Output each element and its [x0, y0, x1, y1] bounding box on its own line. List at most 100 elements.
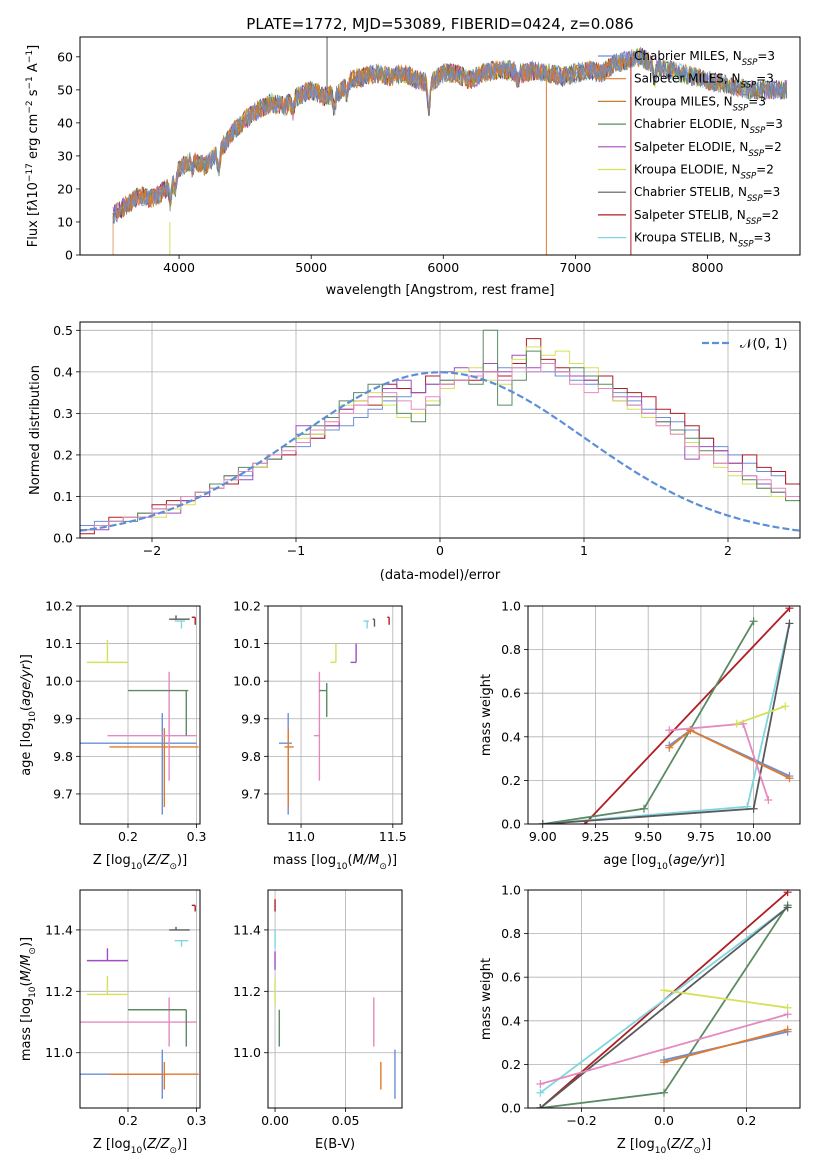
- y-axis-label: mass weight: [479, 674, 494, 756]
- y-axis-label: Normed distribution: [28, 365, 43, 495]
- y-tick-label: 9.9: [53, 711, 73, 726]
- age_vs_Z-panel: 0.2 0.3 9.7 9.8 9.9 10.0 10.1 10.2 Z [log10(Z/Z⊙…: [19, 599, 207, 873]
- errorbar-point: [313, 671, 321, 781]
- weight-marker: [660, 986, 668, 995]
- legend-item: Salpeter ELODIE, NSSP=2: [598, 140, 782, 159]
- errorbar-point: [128, 1009, 187, 1047]
- x-tick-label: 9.00: [529, 829, 557, 844]
- legend-label: Chabrier MILES, NSSP=3: [634, 49, 775, 68]
- errorbar-point: [86, 975, 128, 996]
- weight-series: [660, 986, 792, 1012]
- legend-item: Chabrier ELODIE, NSSP=3: [598, 117, 783, 136]
- y-tick-label: 9.8: [53, 749, 73, 764]
- x-tick-label: 1: [580, 543, 588, 558]
- x-tick-label: 0.3: [187, 829, 207, 844]
- y-tick-label: 0.4: [501, 1013, 521, 1028]
- errorbar-point: [284, 728, 294, 808]
- y-tick-label: 11.2: [233, 984, 261, 999]
- x-tick-label: 9.25: [582, 829, 610, 844]
- x-tick-label: 0.3: [187, 1113, 207, 1128]
- legend: 𝒩(0, 1): [702, 337, 787, 352]
- x-tick-label: 8000: [692, 260, 724, 275]
- y-tick-label: 0.2: [53, 447, 73, 462]
- errorbar-point: [80, 997, 197, 1047]
- y-tick-label: 40: [57, 115, 73, 130]
- x-axis-label: E(B-V): [315, 1137, 355, 1152]
- errorbar-point: [80, 713, 197, 815]
- y-tick-label: 0.8: [501, 926, 521, 941]
- x-tick-label: 4000: [163, 260, 195, 275]
- x-tick-label: 0: [436, 543, 444, 558]
- y-tick-label: 0.4: [501, 729, 521, 744]
- x-tick-label: −0.2: [566, 1113, 596, 1128]
- x-tick-label: 9.50: [634, 829, 662, 844]
- y-tick-label: 60: [57, 49, 73, 64]
- x-axis-label: Z [log10(Z/Z⊙)]: [617, 1137, 711, 1156]
- weight-marker: [749, 804, 758, 813]
- weight-line: [663, 989, 788, 1009]
- legend-label: Chabrier STELIB, NSSP=3: [634, 185, 780, 204]
- legend-item: Kroupa MILES, NSSP=3: [598, 94, 766, 113]
- weight-marker: [764, 796, 773, 805]
- errorbar-point: [387, 616, 390, 625]
- errorbar-point: [86, 639, 128, 664]
- errorbar-point: [319, 683, 328, 717]
- errorbar-point: [109, 1061, 199, 1090]
- legend: Chabrier MILES, NSSP=3 Salpeter MILES, NS…: [598, 49, 783, 250]
- weight-marker: [536, 1104, 545, 1108]
- x-tick-label: 0.2: [118, 829, 138, 844]
- x-axis-label: (data-model)/error: [380, 568, 501, 583]
- weight-marker: [785, 619, 794, 628]
- weight-line: [663, 1028, 788, 1064]
- weight-marker: [665, 743, 674, 752]
- y-tick-label: 0.0: [53, 531, 73, 546]
- y-tick-label: 0: [65, 248, 73, 263]
- errorbar-point: [174, 620, 185, 629]
- axes-frame: [79, 36, 801, 256]
- y-axis-label: age [log10(age/yr)]: [19, 654, 38, 776]
- y-tick-label: 11.2: [45, 984, 73, 999]
- weight-marker: [785, 606, 794, 613]
- x-tick-label: 0.2: [118, 1113, 138, 1128]
- y-tick-label: 0.6: [501, 970, 521, 985]
- axes-frame: [527, 889, 801, 1109]
- legend-label: Salpeter MILES, NSSP=3: [634, 72, 774, 91]
- legend-item: Chabrier STELIB, NSSP=3: [598, 185, 780, 204]
- x-axis-label: Z [log10(Z/Z⊙)]: [93, 853, 187, 872]
- weight-series: [665, 726, 794, 783]
- weight-series: [580, 606, 794, 824]
- errorbar-point: [86, 948, 128, 962]
- x-tick-label: 0.0: [654, 1113, 674, 1128]
- x-tick-label: 7000: [560, 260, 592, 275]
- x-tick-label: 5000: [295, 260, 327, 275]
- x-tick-label: 0.2: [736, 1113, 756, 1128]
- y-tick-label: 20: [57, 181, 73, 196]
- weight-series: [660, 1025, 792, 1067]
- x-tick-label: 9.75: [687, 829, 715, 844]
- legend-item: Kroupa ELODIE, NSSP=2: [598, 163, 774, 182]
- weight-line: [540, 1013, 788, 1085]
- y-tick-label: 9.9: [241, 711, 261, 726]
- legend-label: Kroupa STELIB, NSSP=3: [634, 231, 771, 250]
- weight-marker: [783, 903, 792, 912]
- axes-frame: [267, 605, 403, 825]
- weight-marker: [783, 1025, 792, 1034]
- y-tick-label: 0.6: [501, 686, 521, 701]
- y-tick-label: 10.2: [45, 599, 73, 614]
- y-tick-label: 0.8: [501, 642, 521, 657]
- x-tick-label: 11.5: [379, 829, 407, 844]
- y-tick-label: 10.1: [45, 636, 73, 651]
- y-tick-label: 11.0: [45, 1045, 73, 1060]
- weight-series: [536, 1010, 792, 1089]
- legend-item: Kroupa STELIB, NSSP=3: [598, 231, 771, 250]
- legend-label: 𝒩(0, 1): [740, 337, 787, 352]
- chart-title: PLATE=1772, MJD=53089, FIBERID=0424, z=0…: [246, 15, 633, 33]
- y-tick-label: 10: [57, 214, 73, 229]
- errorbar-point: [191, 904, 196, 912]
- y-tick-label: 11.0: [233, 1045, 261, 1060]
- histogram-series: [80, 354, 800, 538]
- weight-line: [539, 906, 789, 1094]
- weight-marker: [660, 1058, 668, 1067]
- y-tick-label: 10.2: [233, 599, 261, 614]
- weight-marker: [538, 820, 547, 824]
